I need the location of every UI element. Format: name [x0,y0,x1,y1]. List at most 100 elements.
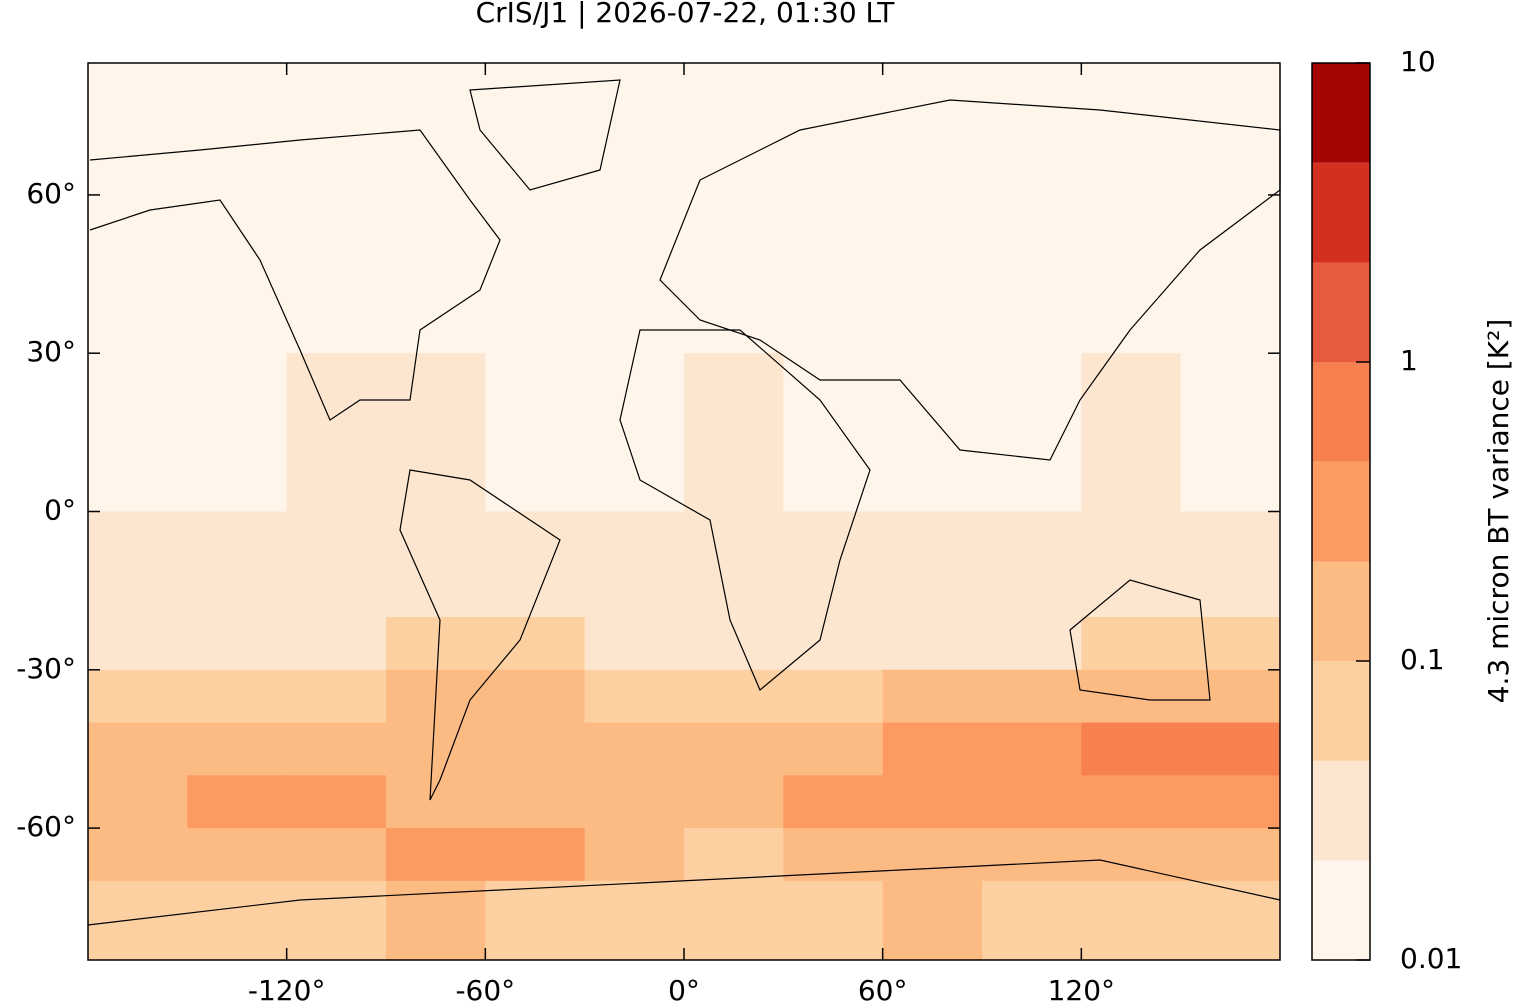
colorbar-tick-label: 10 [1400,45,1436,78]
y-tick-label: 0° [44,494,76,527]
field-cell [783,880,884,961]
field-cell [1180,511,1281,618]
field-cell [485,880,586,961]
field-cell [684,353,784,512]
colorbar-level [1312,860,1370,960]
field-cell [286,722,387,776]
field-cell [386,63,486,354]
field-cell [882,511,983,618]
y-tick-label: -30° [16,652,76,685]
colorbar-level [1312,661,1370,761]
x-tick-label: -60° [455,974,515,1002]
field-cell [982,880,1082,961]
field-cell [187,722,288,776]
field-cell [1180,722,1281,776]
field-cell [982,511,1082,618]
x-tick-label: 0° [668,974,700,1002]
field-cell [982,722,1082,776]
x-tick-label: 60° [858,974,908,1002]
field-cell [286,511,387,618]
field-cell [882,63,983,354]
field-cell [286,617,387,671]
field-cell [584,828,685,882]
field-cell [1081,63,1182,354]
field-cell [1081,617,1182,671]
field-cell [982,775,1082,829]
field-cell [88,353,188,512]
field-cell [187,828,288,882]
colorbar-level [1312,262,1370,362]
field-cell [1081,511,1182,618]
field-cell [684,511,784,618]
y-tick-label: 60° [26,177,76,210]
field-cell [88,775,188,829]
field-cell [584,617,685,671]
field-cell [286,353,387,512]
field-cell [88,63,188,354]
coastlines [87,79,1281,926]
field-cell [882,775,983,829]
field-cell [783,669,884,724]
field-cell [982,353,1082,512]
field-cell [882,353,983,512]
colorbar-level [1312,561,1370,661]
field-cell [684,775,784,829]
colorbar-tick-label: 0.01 [1400,942,1462,975]
coastline [469,79,621,191]
field-cell [386,828,486,882]
field-cell [1180,880,1281,961]
field-cell [684,722,784,776]
colorbar-tick-label: 1 [1400,344,1418,377]
field-cell [1081,669,1182,724]
field-cell [485,511,586,618]
field-cell [485,353,586,512]
field-cell [187,617,288,671]
colorbar-frame [1311,62,1371,961]
field-cell [386,353,486,512]
field-cell [1180,617,1281,671]
field-cell [386,511,486,618]
colorbar-level [1312,362,1370,462]
field-cell [982,669,1082,724]
field-cell [1180,828,1281,882]
field-cell [187,63,288,354]
x-tick-label: 120° [1048,974,1115,1002]
field-cell [1180,63,1281,354]
field-cell [882,617,983,671]
field-cell [88,828,188,882]
field-cell [386,617,486,671]
field-cell [1081,775,1182,829]
field-cell [187,669,288,724]
coastline [1069,579,1211,701]
coastline [399,469,561,801]
field-cell [1081,353,1182,512]
field-cell [286,669,387,724]
field-cell [584,511,685,618]
field-cell [187,775,288,829]
field-cell [1180,353,1281,512]
field-cell [485,617,586,671]
field-cell [684,63,784,354]
field-cell [584,353,685,512]
field-cell [982,828,1082,882]
field-cell [485,722,586,776]
field-cell [286,775,387,829]
field-cell [783,722,884,776]
field-cell [485,775,586,829]
field-cell [882,828,983,882]
field-cell [286,880,387,961]
field-cell [783,617,884,671]
field-cell [187,511,288,618]
field-cell [88,511,188,618]
x-tick-label: -120° [248,974,326,1002]
y-tick-label: -60° [16,810,76,843]
field-cell [286,63,387,354]
field-cell [684,828,784,882]
field-cell [584,775,685,829]
field-cell [187,880,288,961]
field-cell [88,722,188,776]
field-cell [88,880,188,961]
colorbar-tick-label: 0.1 [1400,643,1445,676]
field-cell [982,63,1082,354]
